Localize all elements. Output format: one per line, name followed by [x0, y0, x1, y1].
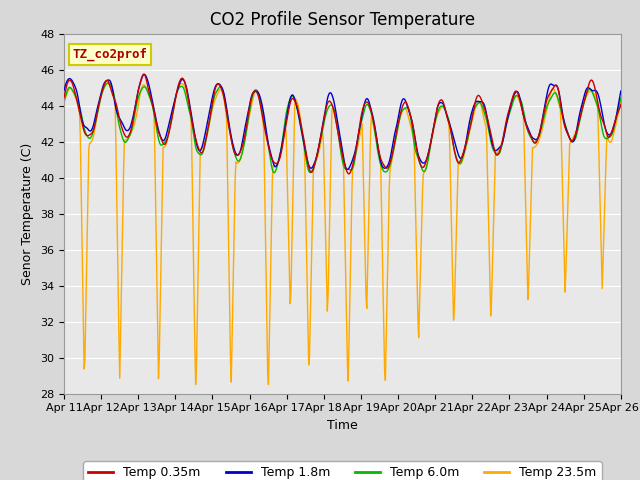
Temp 1.8m	[344, 167, 351, 172]
Temp 1.8m	[185, 96, 193, 101]
Temp 23.5m	[185, 100, 193, 106]
Temp 1.8m	[617, 88, 625, 94]
Legend: Temp 0.35m, Temp 1.8m, Temp 6.0m, Temp 23.5m: Temp 0.35m, Temp 1.8m, Temp 6.0m, Temp 2…	[83, 461, 602, 480]
Y-axis label: Senor Temperature (C): Senor Temperature (C)	[22, 143, 35, 285]
Line: Temp 23.5m: Temp 23.5m	[64, 83, 621, 384]
Temp 6.0m	[428, 134, 436, 140]
Temp 1.8m	[428, 133, 436, 139]
Temp 0.35m	[345, 171, 353, 177]
Temp 6.0m	[70, 90, 78, 96]
Temp 1.8m	[412, 139, 419, 144]
Temp 0.35m	[185, 98, 193, 104]
Temp 0.35m	[214, 81, 222, 87]
Temp 1.8m	[70, 82, 78, 87]
Text: TZ_co2prof: TZ_co2prof	[72, 48, 147, 61]
X-axis label: Time: Time	[327, 419, 358, 432]
Temp 23.5m	[215, 88, 223, 94]
Temp 0.35m	[617, 102, 625, 108]
Line: Temp 6.0m: Temp 6.0m	[64, 83, 621, 173]
Temp 6.0m	[60, 99, 68, 105]
Temp 23.5m	[70, 91, 78, 97]
Temp 6.0m	[104, 80, 112, 86]
Temp 1.8m	[214, 81, 222, 86]
Temp 6.0m	[617, 96, 625, 101]
Temp 0.35m	[412, 139, 419, 145]
Temp 0.35m	[140, 72, 148, 77]
Temp 6.0m	[214, 86, 222, 92]
Temp 23.5m	[104, 80, 111, 86]
Line: Temp 0.35m: Temp 0.35m	[64, 74, 621, 174]
Temp 0.35m	[70, 86, 78, 92]
Temp 1.8m	[60, 87, 68, 93]
Title: CO2 Profile Sensor Temperature: CO2 Profile Sensor Temperature	[210, 11, 475, 29]
Temp 23.5m	[192, 382, 200, 387]
Temp 23.5m	[412, 208, 419, 214]
Temp 1.8m	[141, 72, 148, 77]
Temp 23.5m	[60, 99, 68, 105]
Temp 6.0m	[185, 106, 193, 111]
Temp 23.5m	[128, 128, 136, 133]
Temp 6.0m	[270, 170, 278, 176]
Temp 6.0m	[412, 148, 419, 154]
Temp 0.35m	[428, 134, 436, 140]
Temp 0.35m	[127, 126, 135, 132]
Temp 0.35m	[60, 95, 68, 101]
Temp 6.0m	[128, 125, 136, 131]
Line: Temp 1.8m: Temp 1.8m	[64, 74, 621, 169]
Temp 23.5m	[617, 98, 625, 104]
Temp 23.5m	[428, 136, 436, 142]
Temp 1.8m	[127, 120, 135, 126]
